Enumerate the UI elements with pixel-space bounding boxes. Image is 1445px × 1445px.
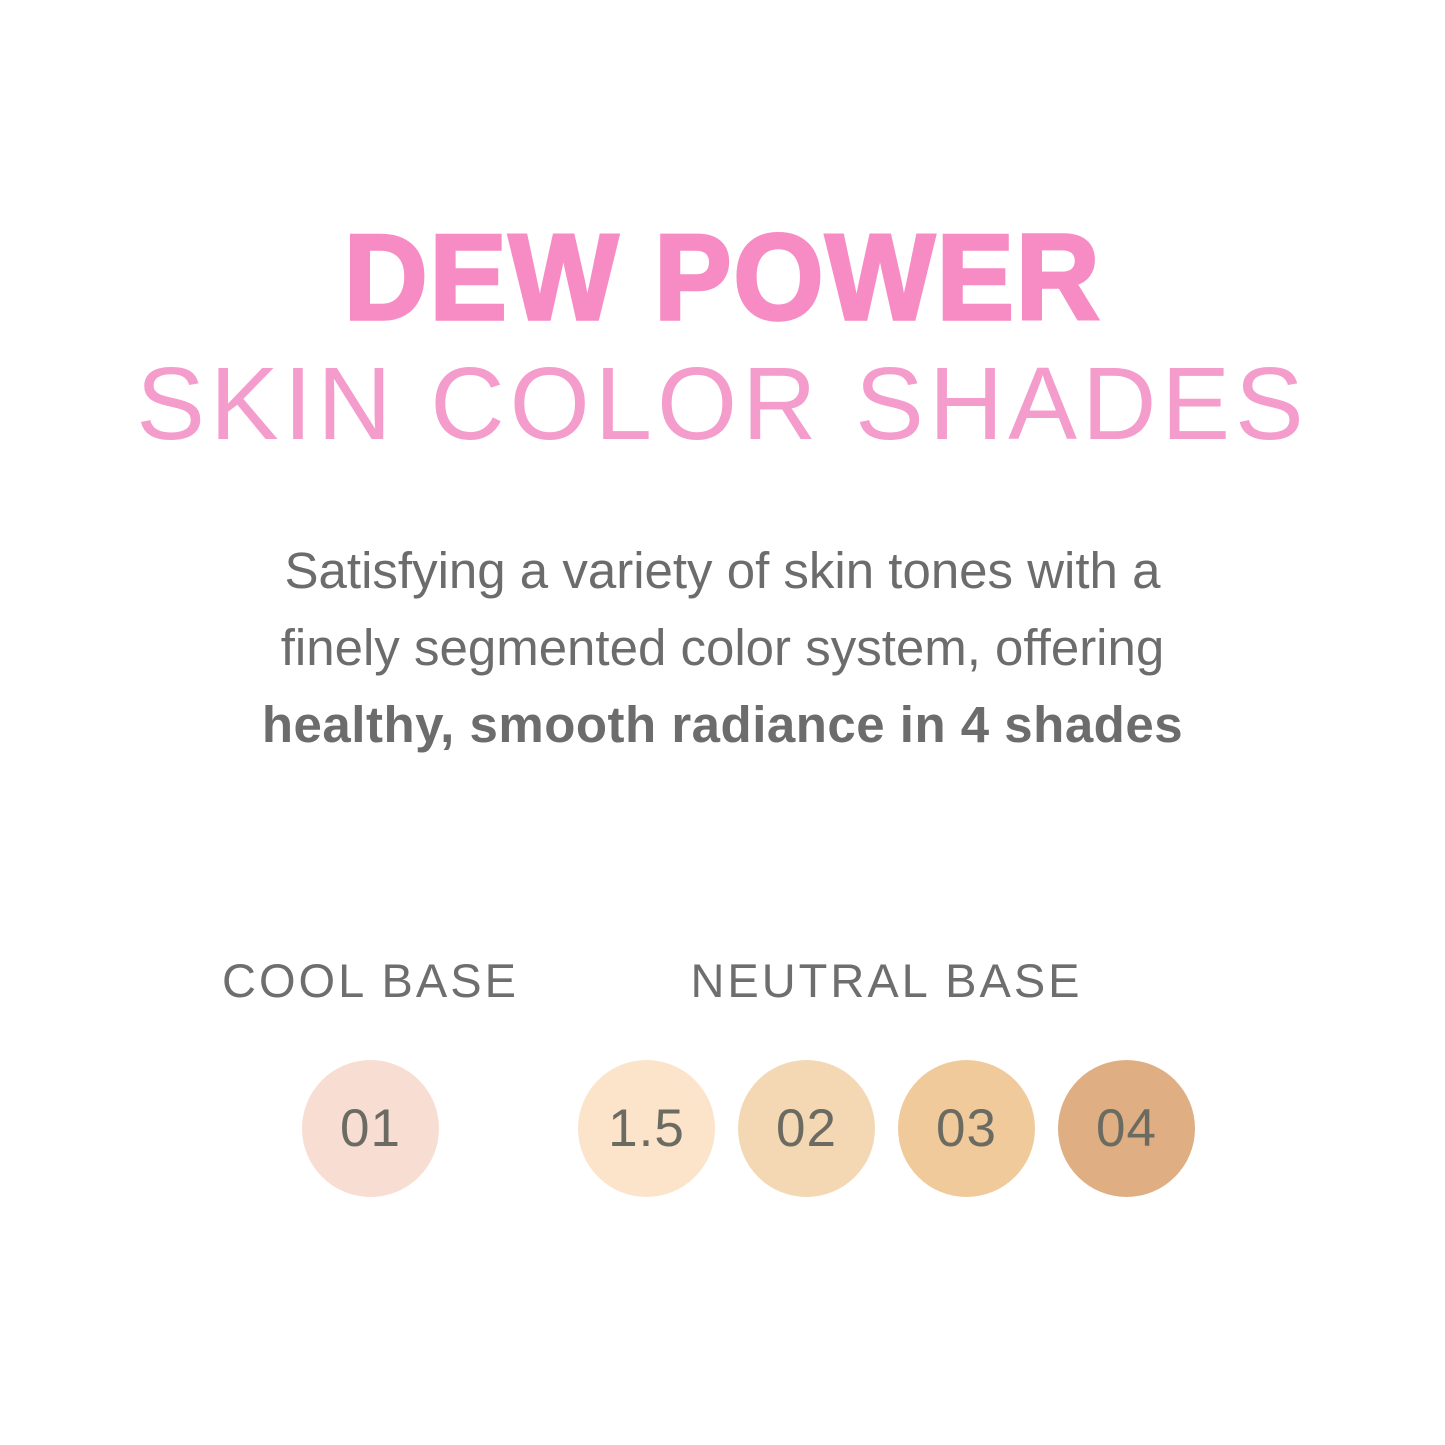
description-line-2: finely segmented color system, offering [280, 619, 1165, 676]
shade-swatch-04: 04 [1058, 1060, 1195, 1197]
shade-swatch-1-5-label: 1.5 [608, 1099, 685, 1158]
neutral-base-label: NEUTRAL BASE [690, 954, 1083, 1007]
shade-swatch-02: 02 [738, 1060, 875, 1197]
cool-base-label: COOL BASE [222, 954, 519, 1007]
shade-swatch-01-label: 01 [340, 1099, 401, 1158]
page-subtitle: SKIN COLOR SHADES [136, 346, 1309, 461]
shade-swatch-03-label: 03 [936, 1099, 997, 1158]
description-line-1: Satisfying a variety of skin tones with … [284, 542, 1161, 599]
shade-groups: COOL BASE 01 NEUTRAL BASE 1.5 02 03 [222, 957, 1195, 1197]
page-title: DEW POWER [0, 209, 1445, 345]
shade-swatch-02-label: 02 [776, 1099, 837, 1158]
shade-swatch-01: 01 [302, 1060, 439, 1197]
shade-swatch-1-5: 1.5 [578, 1060, 715, 1197]
neutral-base-swatches: 1.5 02 03 04 [578, 1060, 1195, 1197]
shade-group-cool-base: COOL BASE 01 [222, 957, 516, 1197]
description-line-3: healthy, smooth radiance in 4 shades [261, 696, 1184, 753]
shade-swatch-03: 03 [898, 1060, 1035, 1197]
page-title-text: DEW POWER [342, 209, 1102, 345]
description-paragraph: Satisfying a variety of skin tones with … [0, 532, 1445, 763]
cool-base-swatches: 01 [302, 1060, 439, 1197]
shade-group-neutral-base: NEUTRAL BASE 1.5 02 03 04 [578, 957, 1195, 1197]
shade-swatch-04-label: 04 [1096, 1099, 1157, 1158]
